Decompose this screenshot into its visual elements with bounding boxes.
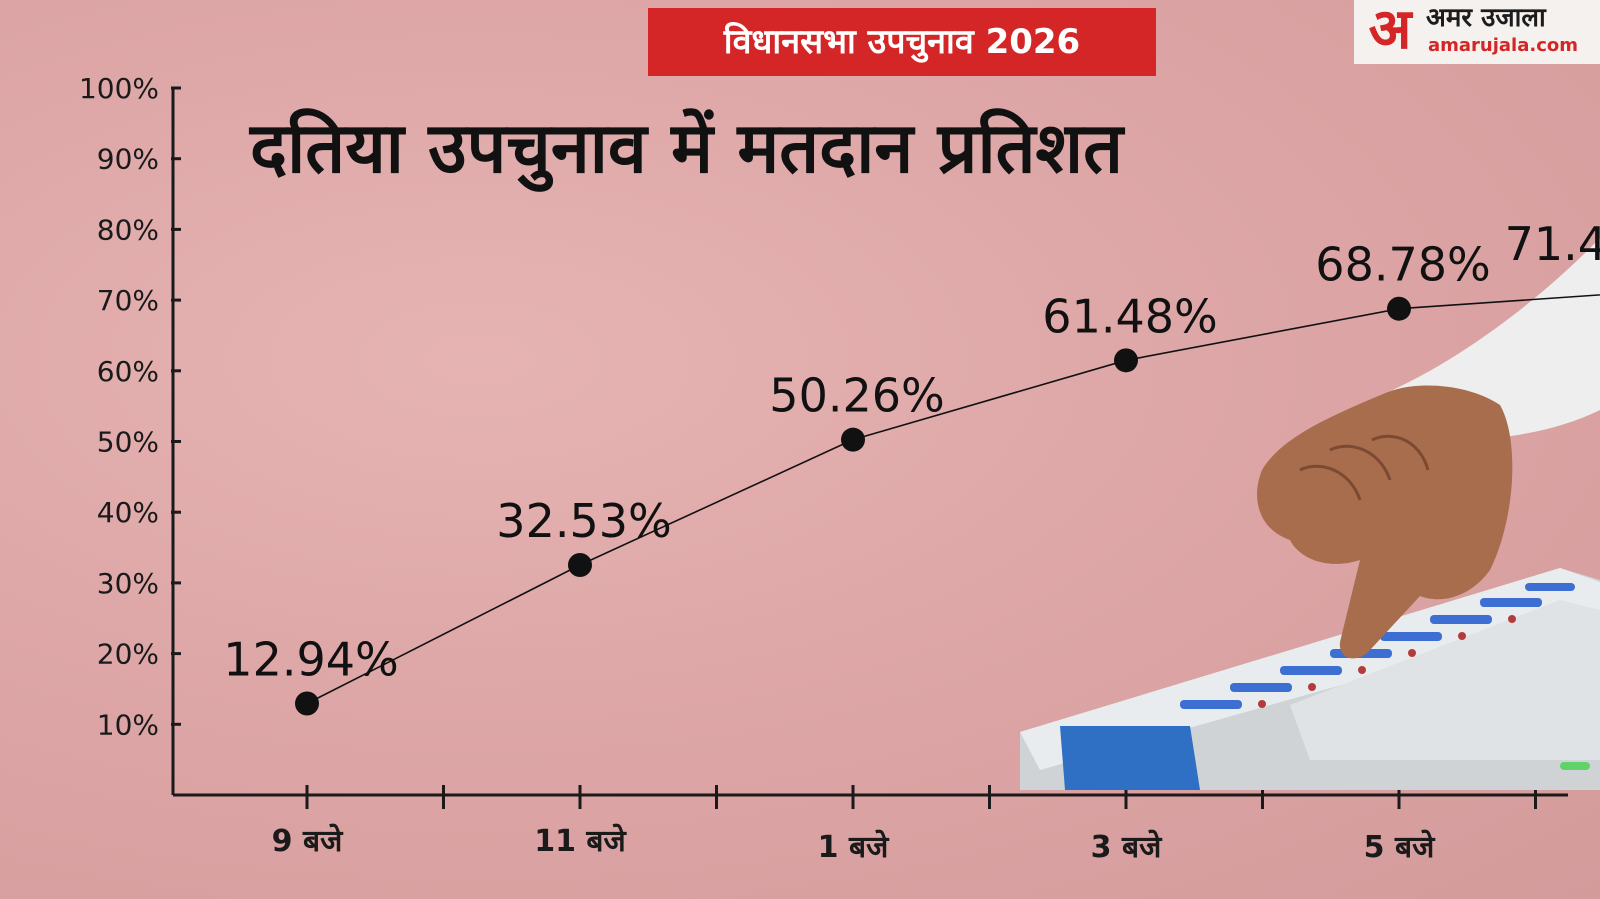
data-point [1387, 296, 1411, 321]
data-label: 61.48% [1042, 289, 1217, 343]
voting-machine-hand-icon [1020, 238, 1600, 790]
data-point [295, 691, 319, 716]
y-axis-ticks: 10% 20% 30% 40% 50% 60% 70% 80% 90% 100% [79, 72, 181, 741]
brand-mark: अ [1368, 0, 1412, 62]
x-axis-ticks: 9 बजे 11 बजे 1 बजे 3 बजे 5 बजे [272, 785, 1537, 865]
y-tick-label: 20% [97, 638, 159, 671]
brand-name: अमर उजाला [1426, 3, 1546, 33]
y-tick-label: 50% [97, 426, 159, 459]
y-tick-label: 70% [97, 284, 159, 317]
y-tick-label: 40% [97, 496, 159, 529]
x-tick-label: 5 बजे [1364, 829, 1436, 865]
data-point [1114, 348, 1138, 373]
data-point [841, 427, 865, 452]
y-tick-label: 80% [97, 213, 159, 246]
section-badge: विधानसभा उपचुनाव 2026 [648, 8, 1156, 76]
y-tick-label: 60% [97, 355, 159, 388]
y-tick-label: 10% [97, 708, 159, 741]
data-point [568, 553, 592, 578]
x-tick-label: 11 बजे [534, 823, 627, 859]
series-points-group [295, 296, 1411, 716]
brand-logo: अ अमर उजाला amarujala.com [1354, 0, 1600, 64]
data-label: 71.44% [1505, 217, 1600, 271]
series-line-group [306, 294, 1600, 705]
y-tick-label: 90% [97, 143, 159, 176]
x-tick-label: 9 बजे [272, 823, 344, 859]
y-tick-label: 100% [79, 72, 159, 105]
brand-url: amarujala.com [1428, 35, 1579, 56]
x-tick-label: 1 बजे [818, 829, 890, 865]
data-labels-group: 12.94% 32.53% 50.26% 61.48% 68.78% 71.44% [223, 217, 1600, 687]
chart-title: दतिया उपचुनाव में मतदान प्रतिशत [250, 107, 1124, 189]
data-label: 12.94% [223, 633, 398, 687]
x-tick-label: 3 बजे [1091, 829, 1163, 865]
data-label: 50.26% [769, 369, 944, 423]
data-label: 68.78% [1315, 238, 1490, 292]
series-line [306, 294, 1600, 705]
data-label: 32.53% [496, 494, 671, 548]
y-tick-label: 30% [97, 567, 159, 600]
